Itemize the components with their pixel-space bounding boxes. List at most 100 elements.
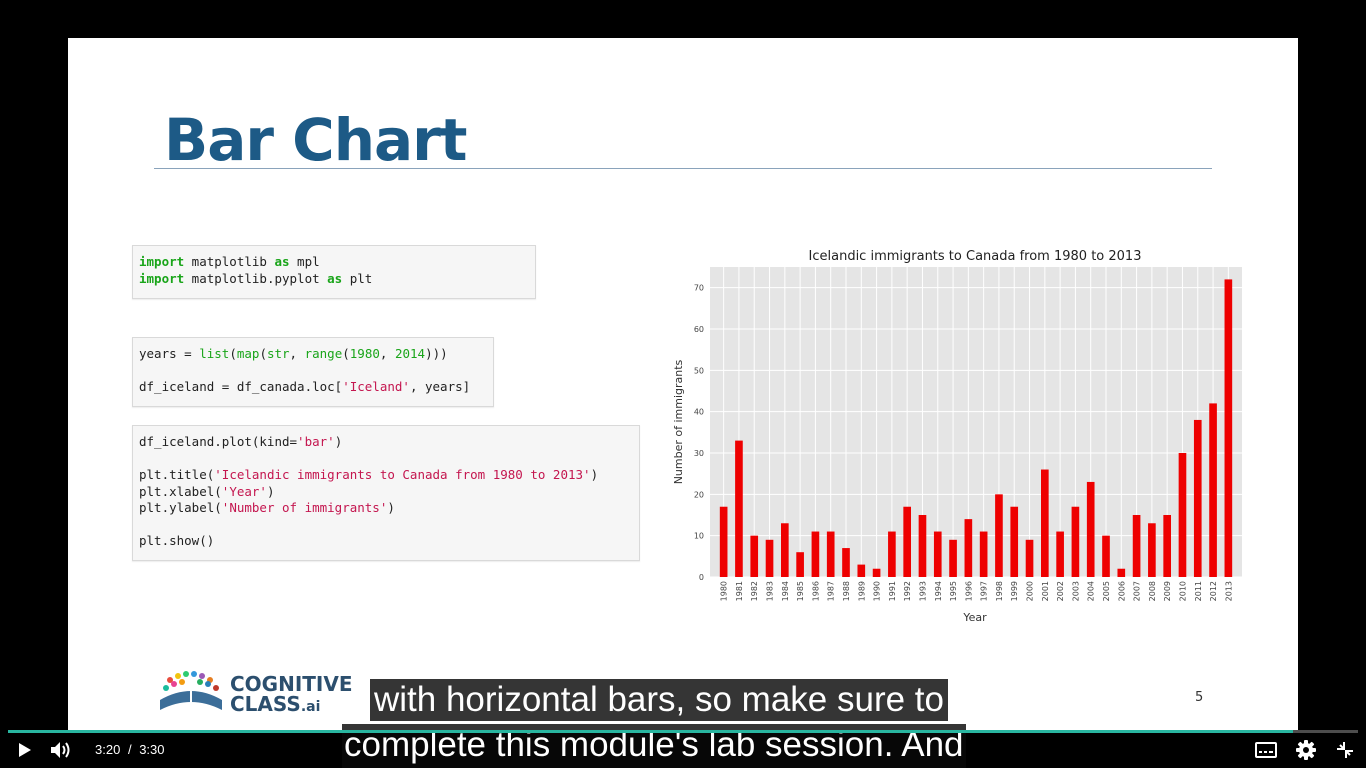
y-tick-label: 10	[694, 532, 704, 541]
slide-page-number: 5	[1195, 690, 1204, 705]
bar-1995	[949, 539, 957, 577]
x-tick-label: 1981	[735, 581, 744, 601]
x-tick-label: 2000	[1026, 581, 1035, 601]
x-tick-label: 1996	[964, 581, 973, 601]
x-tick-label: 1990	[873, 581, 882, 601]
exit-fullscreen-icon	[1337, 742, 1353, 758]
x-tick-label: 1982	[750, 581, 759, 601]
x-tick-label: 2011	[1194, 581, 1203, 601]
x-tick-label: 2003	[1071, 581, 1080, 601]
code-block-imports: import matplotlib as mpl import matplotli…	[132, 245, 536, 299]
code-token: )	[387, 500, 395, 515]
x-tick-label: 2010	[1178, 581, 1187, 601]
x-tick-label: 1988	[842, 581, 851, 601]
code-line: df_iceland = df_canada.loc['Iceland', ye…	[139, 379, 487, 396]
bar-2004	[1086, 481, 1095, 577]
bar-1984	[781, 523, 789, 577]
code-token: years =	[139, 346, 200, 361]
x-tick-label: 2005	[1102, 581, 1111, 601]
code-line: df_iceland.plot(kind='bar')	[139, 434, 633, 451]
cognitive-class-logo: COGNITIVE CLASS.ai	[156, 670, 356, 716]
bar-1986	[811, 531, 820, 577]
exit-fullscreen-button[interactable]	[1334, 738, 1356, 762]
code-token: plt.ylabel(	[139, 500, 222, 515]
code-token: 1980	[349, 346, 380, 361]
code-token: (	[229, 346, 237, 361]
code-line	[139, 451, 633, 468]
code-line: plt.show()	[139, 533, 633, 550]
logo-text-cognitive: COGNITIVE	[230, 672, 353, 696]
bar-2011	[1193, 419, 1202, 577]
bar-2013	[1224, 279, 1233, 577]
x-tick-label: 1994	[934, 581, 943, 601]
bar-2006	[1117, 568, 1126, 577]
settings-button[interactable]	[1294, 738, 1318, 762]
bar-2001	[1041, 469, 1049, 577]
code-token: , years]	[409, 379, 471, 394]
bar-1991	[888, 531, 896, 577]
code-token: mpl	[289, 254, 320, 269]
bar-2005	[1102, 535, 1110, 577]
x-tick-label: 1984	[781, 581, 790, 601]
time-separator: /	[127, 742, 132, 757]
code-token: df_iceland.plot(kind=	[139, 434, 298, 449]
y-tick-label: 60	[694, 325, 704, 334]
y-tick-label: 30	[694, 449, 704, 458]
code-line: years = list(map(str, range(1980, 2014))…	[139, 346, 487, 363]
y-tick-label: 40	[694, 408, 704, 417]
x-tick-label: 1980	[720, 581, 729, 601]
x-tick-label: 1989	[857, 581, 866, 601]
x-tick-label: 1992	[903, 581, 912, 601]
bar-2002	[1056, 531, 1064, 577]
x-tick-label: 2012	[1209, 581, 1218, 601]
play-icon	[19, 743, 31, 757]
code-line	[139, 363, 487, 380]
code-token: (	[259, 346, 267, 361]
code-line: plt.xlabel('Year')	[139, 484, 633, 501]
bar-2003	[1071, 506, 1080, 577]
y-tick-label: 50	[694, 366, 704, 375]
bar-1983	[765, 539, 774, 577]
bar-1981	[735, 440, 743, 577]
volume-button[interactable]	[48, 738, 74, 762]
code-line: import matplotlib as mpl	[139, 254, 529, 271]
code-token: 'bar'	[297, 434, 335, 449]
x-tick-label: 1998	[995, 581, 1004, 601]
code-token: plt	[342, 270, 373, 286]
code-token: )	[590, 467, 599, 482]
code-line: plt.title('Icelandic immigrants to Canad…	[139, 467, 633, 484]
bar-2010	[1178, 453, 1187, 577]
progress-bar[interactable]	[8, 730, 1358, 733]
x-tick-label: 2013	[1224, 581, 1233, 601]
code-token: 'Number of immigrants'	[221, 500, 388, 515]
volume-icon	[51, 742, 70, 758]
code-token: list	[199, 346, 230, 361]
code-token: )))	[425, 346, 448, 361]
player-controls: 3:20 / 3:30	[0, 730, 1366, 768]
code-token: 'Year'	[221, 483, 267, 499]
bar-2000	[1025, 539, 1034, 577]
code-block-years: years = list(map(str, range(1980, 2014))…	[132, 337, 494, 407]
bar-1999	[1010, 506, 1019, 577]
code-line	[139, 517, 633, 534]
code-token: )	[334, 434, 343, 449]
bar-1985	[796, 552, 804, 577]
code-token: matplotlib.pyplot	[184, 270, 328, 286]
logo-text-class-word: CLASS	[230, 692, 301, 716]
code-block-plot: df_iceland.plot(kind='bar') plt.title('Ic…	[132, 425, 640, 561]
bar-1982	[750, 535, 759, 577]
slide: Bar Chart import matplotlib as mpl import…	[68, 38, 1298, 730]
bar-2007	[1132, 515, 1141, 577]
code-token: df_iceland = df_canada.loc[	[139, 379, 343, 394]
x-tick-label: 2004	[1087, 581, 1096, 601]
bar-2009	[1163, 515, 1171, 577]
bar-1994	[933, 531, 942, 577]
y-axis-label: Number of immigrants	[672, 359, 685, 484]
captions-button[interactable]	[1254, 738, 1278, 762]
x-tick-label: 2007	[1133, 581, 1142, 601]
slide-title: Bar Chart	[164, 106, 467, 174]
code-token: plt.show()	[139, 533, 215, 548]
bar-1987	[826, 531, 835, 577]
code-token: )	[266, 483, 275, 499]
play-button[interactable]	[14, 738, 36, 762]
